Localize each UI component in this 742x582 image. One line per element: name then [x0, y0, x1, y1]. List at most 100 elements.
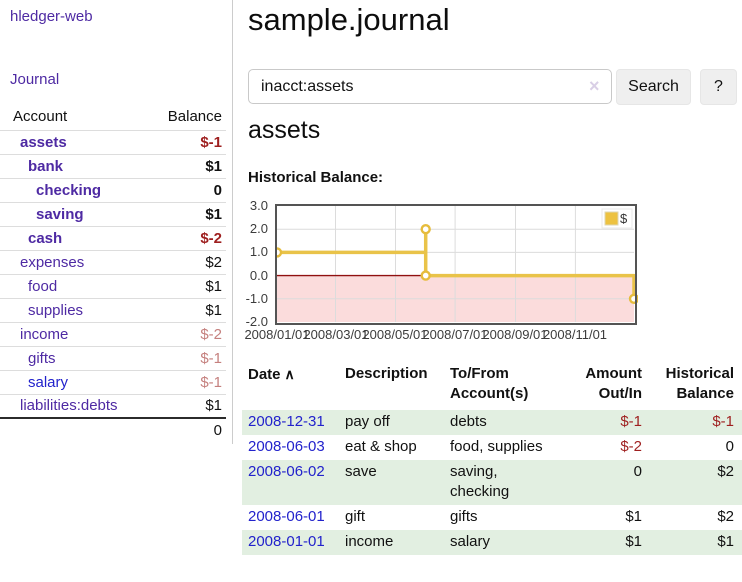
transaction-date-link[interactable]: 2008-06-02 — [248, 463, 325, 480]
account-link-gifts[interactable]: gifts — [28, 349, 56, 367]
column-header-amount: Amount Out/In — [585, 365, 642, 402]
account-row-saving: saving $1 — [0, 201, 226, 226]
transaction-accounts: saving, checking — [450, 463, 510, 500]
transaction-row: 2008-06-01 gift gifts $1 $2 — [242, 505, 742, 530]
transaction-accounts: debts — [450, 413, 487, 430]
account-link-expenses[interactable]: expenses — [20, 253, 85, 271]
account-balance: $-1 — [150, 345, 226, 370]
transaction-description: pay off — [345, 413, 390, 430]
account-balance: $1 — [150, 273, 226, 298]
account-balance: $1 — [150, 393, 226, 418]
y-axis-tick: 0.0 — [249, 268, 268, 283]
transaction-amount: $-1 — [620, 413, 642, 430]
account-row-income: income $-2 — [0, 321, 226, 346]
transaction-amount: $1 — [625, 508, 642, 525]
sidebar-item-journal[interactable]: Journal — [10, 71, 60, 88]
transaction-accounts: gifts — [450, 508, 478, 525]
transaction-row: 2008-12-31 pay off debts $-1 $-1 — [242, 410, 742, 435]
transaction-date-link[interactable]: 2008-06-03 — [248, 438, 325, 455]
transaction-balance: $1 — [717, 533, 734, 550]
data-point-markers — [275, 224, 638, 304]
y-axis-tick: -1.0 — [245, 291, 268, 306]
accounts-total-value: 0 — [150, 417, 226, 442]
account-balance: 0 — [150, 177, 226, 202]
accounts-header-row: Account Balance — [0, 103, 226, 130]
transaction-balance: $-1 — [712, 413, 734, 430]
account-balance: $-2 — [150, 225, 226, 250]
account-balance: $1 — [150, 201, 226, 226]
transaction-accounts: food, supplies — [450, 438, 543, 455]
x-axis-tick: 2008/01/01 — [244, 327, 310, 342]
x-axis-tick: 2008/11/01 — [542, 327, 608, 342]
transaction-balance: $2 — [717, 508, 734, 525]
transaction-balance: $2 — [717, 463, 734, 480]
chart-plot-area: $ — [275, 204, 638, 325]
account-link-bank[interactable]: bank — [28, 157, 64, 175]
transaction-description: gift — [345, 508, 366, 525]
account-link-assets[interactable]: assets — [20, 133, 67, 151]
account-link-income[interactable]: income — [20, 325, 69, 343]
chart-title: Historical Balance: — [248, 169, 384, 186]
x-axis-tick: 2008/05/01 — [362, 327, 428, 342]
transaction-description: income — [345, 533, 394, 550]
transaction-description: eat & shop — [345, 438, 417, 455]
grid-lines — [277, 206, 634, 322]
y-axis-tick: -2.0 — [245, 314, 268, 329]
help-button[interactable]: ? — [700, 69, 737, 105]
transaction-description: save — [345, 463, 377, 480]
y-axis-tick: 1.0 — [249, 244, 268, 259]
account-link-supplies[interactable]: supplies — [28, 301, 84, 319]
transaction-date-link[interactable]: 2008-06-01 — [248, 508, 325, 525]
accounts-total-row: 0 — [0, 417, 226, 442]
account-row-salary: salary $-1 — [0, 369, 226, 394]
y-axis-tick: 3.0 — [249, 198, 268, 213]
search-input[interactable] — [248, 69, 612, 104]
transaction-amount: $1 — [625, 533, 642, 550]
account-link-salary[interactable]: salary — [28, 373, 69, 391]
transaction-date-link[interactable]: 2008-01-01 — [248, 533, 325, 550]
account-balance: $-1 — [150, 129, 226, 154]
y-axis-tick: 2.0 — [249, 221, 268, 236]
column-header-date-label: Date — [248, 366, 281, 383]
accounts-header-balance: Balance — [167, 107, 222, 125]
sort-ascending-icon[interactable]: ∧ — [284, 366, 295, 382]
transaction-date-link[interactable]: 2008-12-31 — [248, 413, 325, 430]
x-axis-tick: 2008/07/01 — [422, 327, 488, 342]
search-button[interactable]: Search — [616, 69, 691, 105]
transaction-balance: 0 — [725, 438, 734, 455]
register-header-row: Date ∧ Description To/From Account(s) Amo… — [242, 362, 742, 410]
plot-border — [275, 204, 637, 325]
x-axis-tick: 2008/03/01 — [303, 327, 369, 342]
transaction-row: 2008-06-03 eat & shop food, supplies $-2… — [242, 435, 742, 460]
clear-search-icon[interactable]: × — [589, 76, 600, 96]
register-table: Date ∧ Description To/From Account(s) Amo… — [242, 362, 742, 555]
historical-balance-chart: 3.0 2.0 1.0 0.0 -1.0 -2.0 — [244, 199, 668, 350]
transaction-row: 2008-01-01 income salary $1 $1 — [242, 530, 742, 555]
account-balance: $2 — [150, 249, 226, 274]
transaction-accounts: salary — [450, 533, 491, 550]
main-content: sample.journal × Search ? assets Histori… — [242, 0, 742, 582]
account-heading: assets — [248, 116, 321, 144]
x-axis-tick: 2008/09/01 — [482, 327, 548, 342]
account-link-food[interactable]: food — [28, 277, 58, 295]
account-link-cash[interactable]: cash — [28, 229, 63, 247]
account-balance: $-1 — [150, 369, 226, 394]
account-link-liabilities-debts[interactable]: liabilities:debts — [20, 397, 118, 415]
sidebar: hledger-web Journal Account Balance asse… — [0, 0, 233, 444]
transaction-row: 2008-06-02 save saving, checking 0 $2 — [242, 460, 742, 505]
account-balance: $1 — [150, 297, 226, 322]
account-link-checking[interactable]: checking — [36, 181, 102, 199]
account-row-liabilities-debts: liabilities:debts $1 — [0, 393, 226, 418]
search-form: × Search ? — [248, 69, 742, 105]
account-link-saving[interactable]: saving — [36, 205, 84, 223]
account-row-assets: assets $-1 — [0, 129, 226, 154]
column-header-date[interactable]: Date ∧ — [242, 362, 345, 410]
account-row-checking: checking 0 — [0, 177, 226, 202]
legend-swatch — [604, 211, 619, 226]
app-title-link[interactable]: hledger-web — [10, 8, 93, 25]
account-row-expenses: expenses $2 — [0, 249, 226, 274]
page-title: sample.journal — [248, 2, 450, 37]
balance-line — [277, 227, 636, 299]
chart-legend: $ — [601, 208, 633, 229]
accounts-header-account: Account — [13, 107, 68, 125]
